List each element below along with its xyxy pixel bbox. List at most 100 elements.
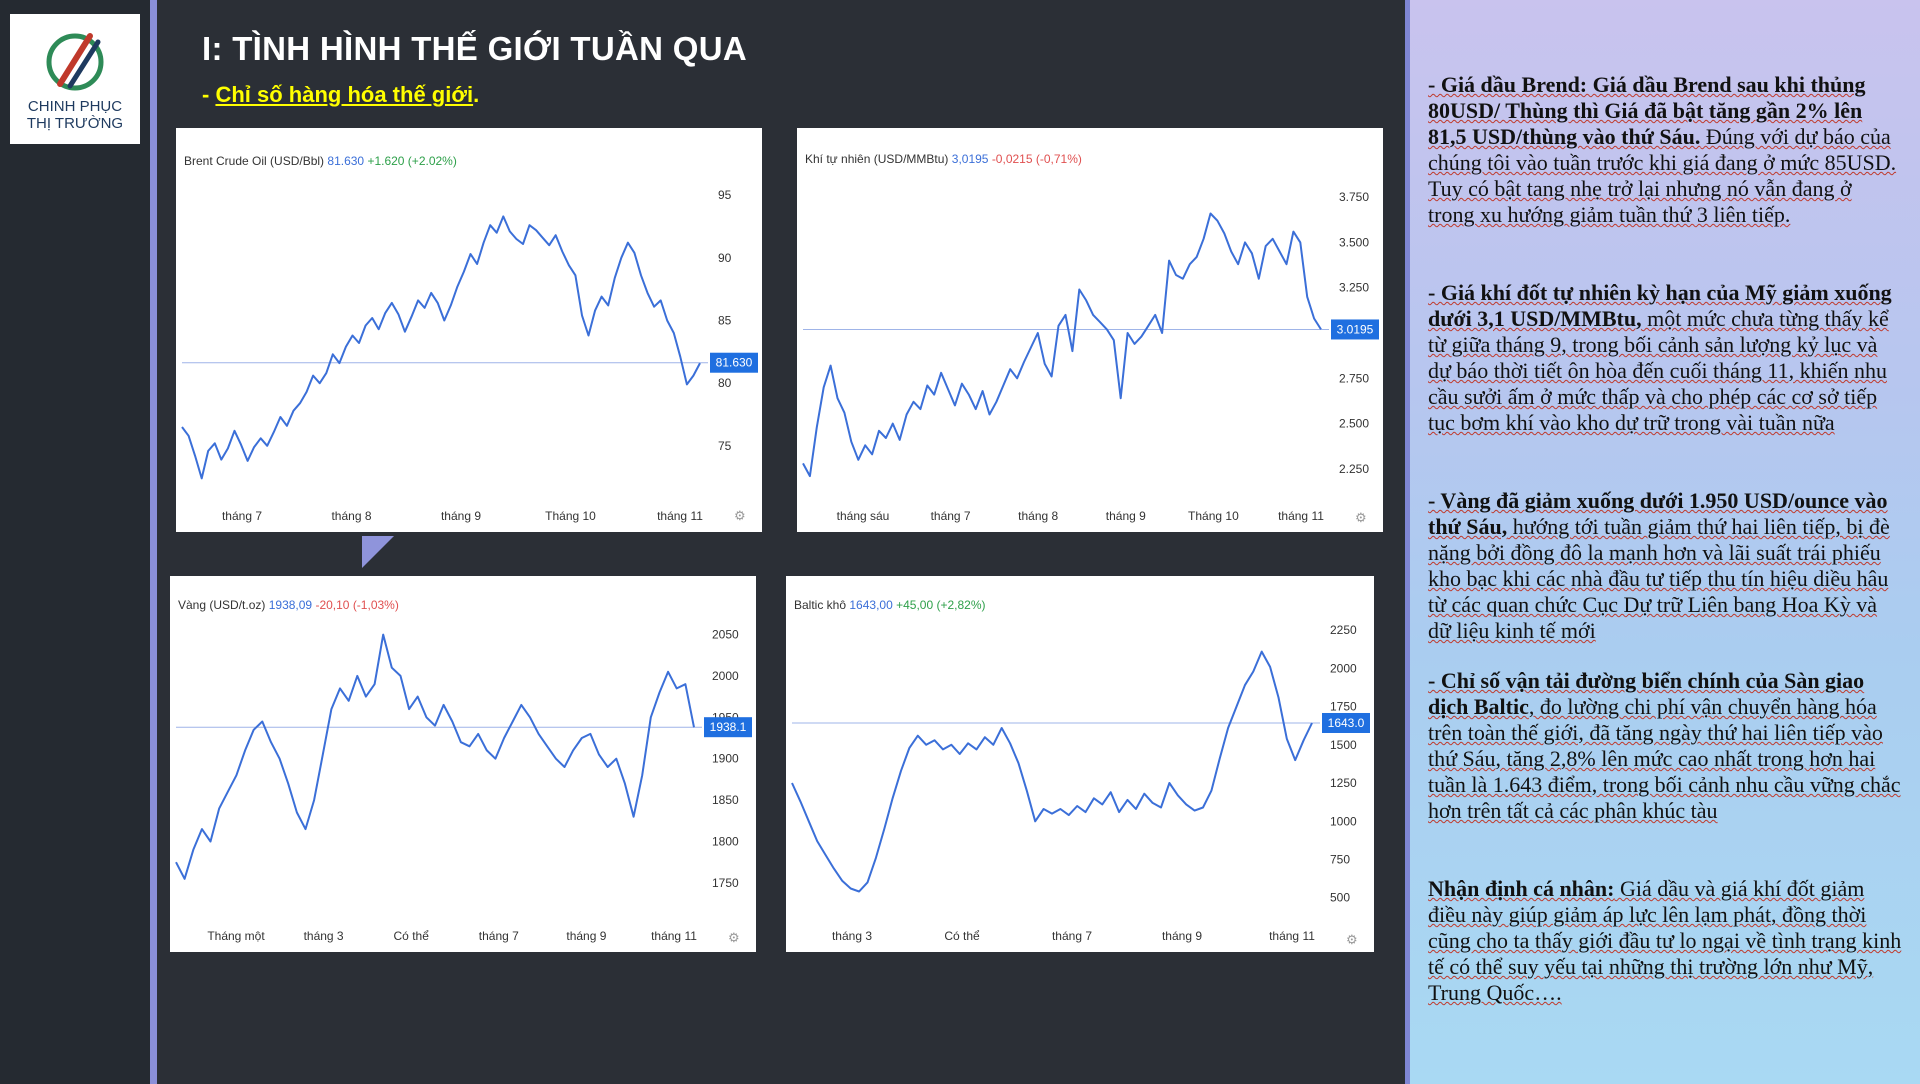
chart-last-value: 1643,00: [849, 598, 893, 612]
logo-text-line1: CHINH PHỤC: [27, 98, 123, 115]
page-subtitle: - Chỉ số hàng hóa thế giới.: [202, 82, 479, 108]
y-tick-label: 1800: [712, 835, 739, 849]
x-tick-label: Có thể: [944, 929, 980, 943]
logo: CHINH PHỤC THỊ TRƯỜNG: [10, 14, 140, 144]
x-tick-label: tháng 3: [304, 929, 344, 943]
x-tick-label: tháng 3: [832, 929, 872, 943]
y-tick-label: 2.500: [1339, 417, 1369, 431]
chart-last-value: 81.630: [327, 154, 365, 168]
x-tick-label: tháng 9: [566, 929, 606, 943]
last-value-badge: [704, 717, 752, 738]
chart-change: -20,10 (-1,03%): [315, 598, 399, 612]
analysis-lead: - Giá khí đốt tự nhiên kỳ hạn của Mỹ giả…: [1428, 280, 1892, 331]
last-value-badge-label: 81.630: [716, 356, 753, 370]
y-tick-label: 750: [1330, 852, 1350, 866]
page-title: I: TÌNH HÌNH THẾ GIỚI TUẦN QUA: [202, 30, 747, 67]
y-tick-label: 2.250: [1339, 462, 1369, 476]
last-value-badge: [1331, 319, 1379, 340]
chart-header-natgas: Khí tự nhiên (USD/MMBtu) 3,0195 -0,0215 …: [805, 152, 1082, 166]
last-value-badge-label: 1938.1: [710, 720, 747, 734]
chart-natgas: 3.750 3.500 3.250 2.750 2.500 2.250 tháng sáu t…: [802, 190, 1379, 523]
left-sidebar: [0, 0, 150, 1084]
analysis-body: Giá dầu và giá khí đốt giảm điều này giú…: [1428, 876, 1902, 1005]
y-tick-label: 3.500: [1339, 235, 1369, 249]
series-line: [175, 633, 695, 880]
chart-gold: 2050200019501900185018001750Tháng mộtthá…: [175, 628, 752, 943]
x-tick-label: tháng 9: [441, 509, 481, 523]
chart-name: Brent Crude Oil (USD/Bbl): [184, 154, 325, 168]
analysis-body: hướng tới tuần giảm thứ hai liên tiếp, b…: [1428, 514, 1890, 643]
x-tick-label: Có thể: [394, 929, 430, 943]
x-tick-label: tháng 11: [1269, 929, 1315, 943]
x-tick-label: tháng 8: [1018, 509, 1058, 523]
y-tick-label: 90: [718, 251, 732, 265]
chart-header-brent: Brent Crude Oil (USD/Bbl) 81.630 +1.620 …: [184, 154, 457, 168]
last-value-badge-label: 3.0195: [1337, 322, 1374, 336]
analysis-body: một mức chưa từng thấy kể từ giữa tháng …: [1428, 306, 1889, 435]
y-tick-label: 3.750: [1339, 190, 1369, 204]
x-tick-label: tháng 7: [479, 929, 519, 943]
chart-panel-baltic: Baltic khô 1643,00 +45,00 (+2,82%) 2250 2…: [786, 576, 1374, 952]
analysis-body: Đúng với dự báo của chúng tôi vào tuần t…: [1428, 124, 1897, 227]
logo-text-line2: THỊ TRƯỜNG: [26, 115, 124, 132]
x-tick-label: tháng sáu: [837, 509, 890, 523]
y-tick-label: 1000: [1330, 814, 1357, 828]
chart-baltic: 2250 2000 1750 1500 1250 1000 750 500 tháng 3 Có …: [791, 623, 1370, 943]
x-tick-label: tháng 7: [1052, 929, 1092, 943]
y-tick-label: 75: [718, 439, 732, 453]
analysis-personal-view: Nhận định cá nhân: Giá dầu và giá khí đố…: [1428, 876, 1902, 1006]
x-tick-label: tháng 8: [331, 509, 371, 523]
settings-gear-icon[interactable]: ⚙: [1355, 510, 1367, 525]
settings-gear-icon[interactable]: ⚙: [1346, 932, 1358, 947]
x-tick-label: tháng 11: [1278, 509, 1324, 523]
y-tick-label: 80: [718, 376, 732, 390]
y-tick-label: 1750: [712, 876, 739, 890]
analysis-panel: [1405, 0, 1920, 1084]
chart-panel-brent: Brent Crude Oil (USD/Bbl) 81.630 +1.620 …: [176, 128, 762, 532]
x-tick-label: Tháng một: [207, 929, 265, 943]
y-tick-label: 1750: [1330, 700, 1357, 714]
analysis-accent-bar: [1405, 0, 1410, 1084]
last-value-badge: [1322, 712, 1370, 733]
chart-panel-natgas: Khí tự nhiên (USD/MMBtu) 3,0195 -0,0215 …: [797, 128, 1383, 532]
y-tick-label: 95: [718, 188, 732, 202]
y-tick-label: 1250: [1330, 776, 1357, 790]
last-value-badge-label: 1643.0: [1328, 716, 1365, 730]
analysis-brent: - Giá dầu Brend: Giá dầu Brend sau khi t…: [1428, 72, 1902, 228]
chart-brent: 95 90 85 80 75 tháng 7 tháng 8 tháng 9 Tháng 10 t…: [181, 188, 758, 523]
subtitle-prefix: -: [202, 82, 216, 107]
logo-mark-icon: [46, 33, 104, 91]
y-tick-label: 2000: [1330, 661, 1357, 675]
chart-change: +1.620 (+2.02%): [367, 154, 457, 168]
chart-name: Baltic khô: [794, 598, 847, 612]
chart-name: Khí tự nhiên (USD/MMBtu): [805, 152, 949, 166]
y-tick-label: 2.750: [1339, 371, 1369, 385]
chart-change: -0,0215 (-0,71%): [991, 152, 1082, 166]
y-tick-label: 500: [1330, 891, 1350, 905]
series-line: [802, 212, 1322, 478]
analysis-gold: - Vàng đã giảm xuống dưới 1.950 USD/ounc…: [1428, 488, 1902, 644]
analysis-body: , đo lường chi phí vận chuyển hàng hóa t…: [1428, 694, 1901, 823]
y-tick-label: 2000: [712, 669, 739, 683]
x-tick-label: tháng 7: [222, 509, 262, 523]
analysis-lead: - Giá dầu Brend: Giá dầu Brend sau khi t…: [1428, 72, 1866, 149]
analysis-lead: - Chỉ số vận tải đường biển chính của Sà…: [1428, 668, 1865, 719]
analysis-lead: Nhận định cá nhân:: [1428, 876, 1615, 901]
settings-gear-icon[interactable]: ⚙: [728, 930, 740, 945]
chart-panel-gold: Vàng (USD/t.oz) 1938,09 -20,10 (-1,03%) …: [170, 576, 756, 952]
chart-header-baltic: Baltic khô 1643,00 +45,00 (+2,82%): [794, 598, 986, 612]
y-tick-label: 2050: [712, 628, 739, 642]
settings-gear-icon[interactable]: ⚙: [734, 508, 746, 523]
chart-last-value: 3,0195: [951, 152, 989, 166]
x-tick-label: tháng 11: [657, 509, 703, 523]
analysis-lead: - Vàng đã giảm xuống dưới 1.950 USD/ounc…: [1428, 488, 1888, 539]
last-value-badge: [710, 352, 758, 373]
y-tick-label: 1900: [712, 752, 739, 766]
y-tick-label: 1500: [1330, 738, 1357, 752]
x-tick-label: tháng 7: [931, 509, 971, 523]
chart-header-gold: Vàng (USD/t.oz) 1938,09 -20,10 (-1,03%): [178, 598, 399, 612]
analysis-baltic: - Chỉ số vận tải đường biển chính của Sà…: [1428, 668, 1902, 824]
series-line: [791, 650, 1313, 893]
x-tick-label: Tháng 10: [545, 509, 596, 523]
chart-change: +45,00 (+2,82%): [896, 598, 986, 612]
